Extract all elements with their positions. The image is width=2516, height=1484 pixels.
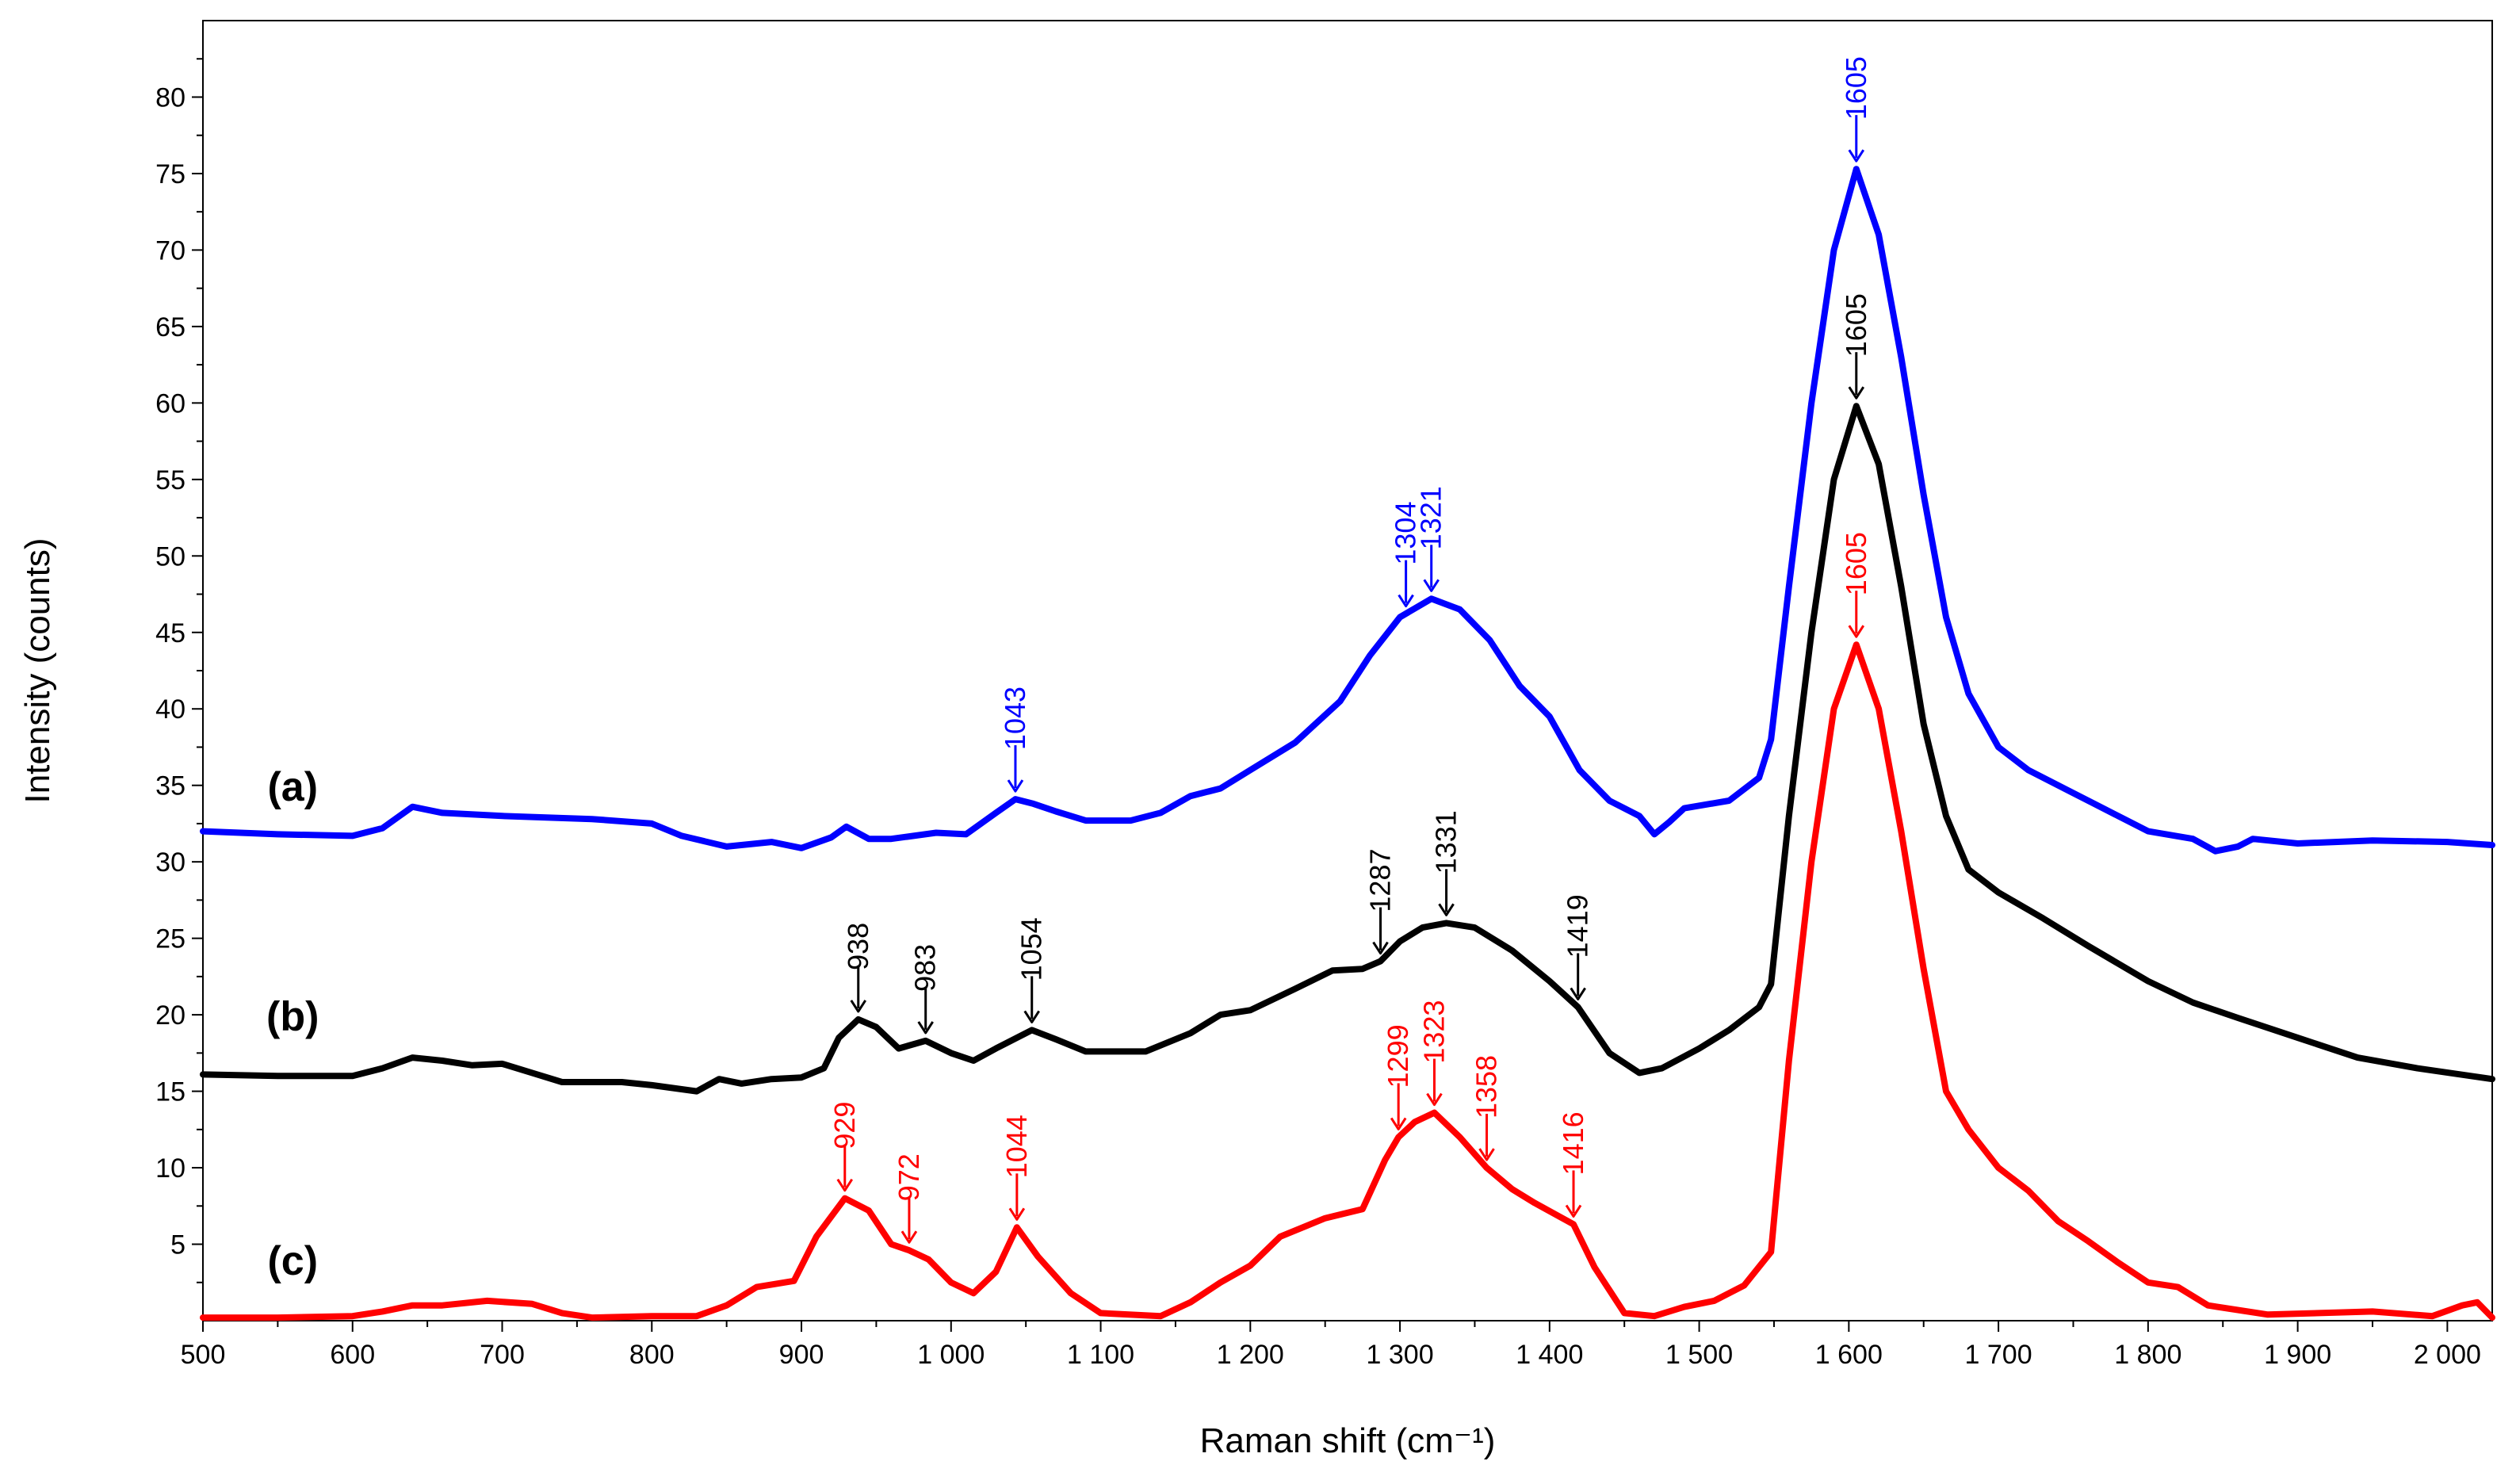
peak-arrowhead-1299	[1390, 1117, 1407, 1130]
x-tick-label: 1 400	[1516, 1340, 1583, 1370]
peak-arrowhead-938	[850, 1000, 867, 1013]
peak-label-1054: 1054	[1015, 917, 1048, 981]
y-tick-label: 10	[155, 1153, 185, 1184]
peak-arrowhead-972	[900, 1230, 918, 1244]
y-tick-label: 45	[155, 618, 185, 648]
x-tick-label: 1 800	[2114, 1340, 2181, 1370]
peak-label-1299: 1299	[1382, 1024, 1414, 1088]
x-tick-label: 1 300	[1367, 1340, 1434, 1370]
peak-arrowhead-1304	[1398, 594, 1414, 608]
x-tick-label: 600	[330, 1340, 375, 1370]
x-tick-label: 1 200	[1217, 1340, 1284, 1370]
peak-arrowhead-1358	[1478, 1148, 1495, 1161]
x-tick-label: 1 500	[1665, 1340, 1733, 1370]
x-tick-label: 1 000	[917, 1340, 985, 1370]
y-tick-label: 75	[155, 159, 185, 189]
peak-arrowhead-1605	[1848, 625, 1865, 638]
plot-frame	[202, 20, 2493, 1321]
x-tick-label: 1 700	[1965, 1340, 2032, 1370]
peak-label-1419: 1419	[1562, 894, 1594, 958]
y-tick-label: 55	[155, 465, 185, 495]
peak-arrowhead-1321	[1423, 579, 1440, 592]
y-tick-label: 5	[170, 1230, 185, 1260]
peak-label-1044: 1044	[1000, 1115, 1033, 1178]
y-axis-title: Intensity (counts)	[18, 537, 57, 803]
peak-label-1358: 1358	[1470, 1055, 1503, 1119]
series-labels: (a) (b) (c)	[266, 764, 319, 1284]
peak-label-983: 983	[909, 944, 942, 992]
peak-label-1331: 1331	[1430, 810, 1463, 874]
peak-arrowhead-1419	[1570, 987, 1586, 1000]
series-line-c	[200, 641, 2495, 1321]
x-tick-label: 1 600	[1815, 1340, 1883, 1370]
peak-label-1304: 1304	[1390, 502, 1422, 565]
peak-label-929: 929	[828, 1102, 861, 1149]
y-tick-label: 70	[155, 235, 185, 266]
peak-arrowhead-1331	[1438, 903, 1455, 916]
series-lines	[200, 166, 2495, 1321]
peak-arrowhead-1054	[1023, 1010, 1040, 1023]
y-tick-label: 25	[155, 924, 185, 954]
peak-label-1321: 1321	[1415, 486, 1447, 549]
y-tick-label: 65	[155, 312, 185, 342]
peak-label-938: 938	[842, 923, 874, 970]
x-tick-label: 900	[779, 1340, 824, 1370]
peak-arrowhead-1416	[1565, 1204, 1582, 1218]
peak-arrowhead-1323	[1426, 1092, 1443, 1107]
y-tick-label: 35	[155, 771, 185, 801]
x-tick-label: 1 900	[2264, 1340, 2331, 1370]
peak-label-1416: 1416	[1557, 1111, 1589, 1175]
series-label-c: (c)	[267, 1238, 318, 1284]
peak-label-1323: 1323	[1417, 1000, 1450, 1064]
peak-arrowhead-983	[917, 1021, 934, 1035]
series-line-b	[200, 403, 2495, 1095]
peak-label-1043: 1043	[999, 687, 1031, 750]
peak-label-1605: 1605	[1840, 293, 1872, 357]
peak-label-1287: 1287	[1364, 848, 1397, 912]
peak-label-1605: 1605	[1840, 56, 1872, 120]
x-axis: 500 600 700 800 900 1 000 1 100 1 200 1 300 1 400…	[181, 1321, 2481, 1370]
y-axis: 5 10 15 20 25 30 35 40 45 50 55 60 65 70 75 80	[155, 58, 203, 1283]
x-tick-label: 1 100	[1067, 1340, 1134, 1370]
y-tick-label: 40	[155, 694, 185, 725]
peak-arrowhead-1605	[1848, 386, 1865, 400]
y-tick-label: 15	[155, 1077, 185, 1107]
y-tick-label: 80	[155, 82, 185, 113]
peak-arrowhead-1287	[1372, 941, 1389, 955]
peak-label-1605: 1605	[1840, 532, 1872, 595]
x-tick-label: 2 000	[2414, 1340, 2481, 1370]
series-line-a	[200, 166, 2495, 855]
x-tick-label: 700	[480, 1340, 525, 1370]
x-tick-label: 500	[181, 1340, 226, 1370]
series-label-a: (a)	[267, 764, 318, 810]
y-tick-label: 50	[155, 541, 185, 572]
series-label-b: (b)	[266, 993, 319, 1039]
peak-label-972: 972	[893, 1153, 925, 1201]
peak-arrowhead-1044	[1008, 1207, 1026, 1221]
y-tick-label: 30	[155, 847, 185, 878]
peak-arrowhead-1605	[1848, 149, 1865, 163]
peak-arrowhead-929	[836, 1178, 854, 1192]
y-tick-label: 60	[155, 388, 185, 419]
x-axis-title: Raman shift (cm⁻¹)	[1200, 1421, 1496, 1460]
x-tick-label: 800	[629, 1340, 675, 1370]
peak-arrowhead-1043	[1007, 779, 1024, 793]
y-tick-label: 20	[155, 1000, 185, 1031]
